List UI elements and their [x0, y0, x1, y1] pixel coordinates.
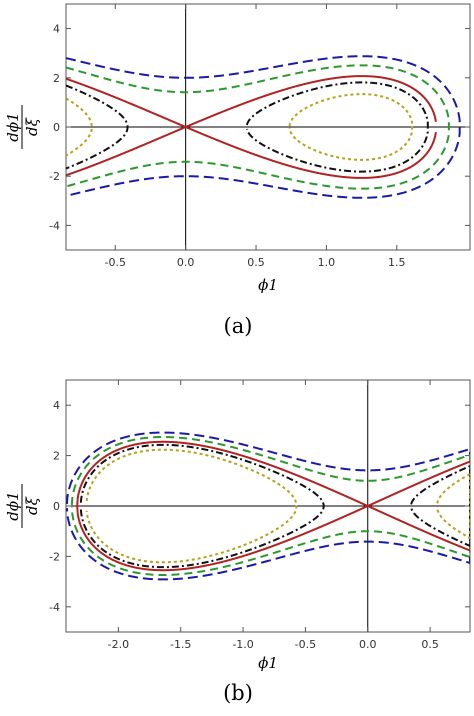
series-line: [66, 84, 129, 170]
x-tick-label: -0.5: [105, 256, 126, 269]
series-line: [76, 505, 470, 572]
series-line: [70, 436, 470, 576]
y-axis-label: dϕ1 dξ: [4, 105, 41, 149]
x-tick-label: 1.5: [388, 256, 406, 269]
x-tick-label: 0.5: [247, 256, 265, 269]
x-tick-label: -1.0: [232, 638, 253, 651]
panel-caption: (b): [223, 681, 253, 705]
series-line: [66, 431, 470, 581]
series-line: [288, 93, 414, 161]
series-line: [76, 440, 470, 507]
series-line: [66, 75, 437, 128]
series-line: [79, 443, 325, 569]
y-tick-label: -4: [49, 601, 60, 614]
panel-caption: (a): [224, 314, 253, 338]
y-axis-label-denominator: dξ: [23, 496, 41, 515]
x-tick-label: 0.0: [359, 638, 377, 651]
x-axis-label: ϕ1: [258, 276, 278, 294]
panel-b: -2.0 -1.5 -1.0 -0.5 0.0 0.5 -4 -2 0 2 4 ϕ1 dϕ1 dξ (b): [4, 379, 471, 705]
series-line: [66, 126, 437, 179]
y-tick-label: 4: [53, 23, 60, 36]
x-tick-label: 0.0: [177, 256, 195, 269]
series-line: [85, 448, 298, 564]
curves: [66, 431, 470, 581]
panel-a: -0.5 0.0 0.5 1.0 1.5 -4 -2 0 2 4 ϕ1 dϕ1 dξ (a): [4, 3, 471, 338]
y-tick-label: 0: [53, 500, 60, 513]
x-tick-label: 0.5: [421, 638, 439, 651]
y-axis-label-numerator: dϕ1: [4, 491, 22, 520]
series-line: [436, 473, 470, 539]
y-tick-label: -2: [49, 170, 60, 183]
x-tick-label: -2.0: [108, 638, 129, 651]
x-tick-label: 1.0: [318, 256, 336, 269]
y-tick-label: -2: [49, 550, 60, 563]
y-tick-label: 2: [53, 450, 60, 463]
y-tick-label: 0: [53, 121, 60, 134]
y-axis-label-denominator: dξ: [23, 117, 41, 136]
y-tick-label: 2: [53, 72, 60, 85]
series-line: [410, 465, 470, 547]
y-axis-label-numerator: dϕ1: [4, 112, 22, 141]
curves: [66, 55, 461, 199]
x-tick-label: -1.5: [170, 638, 191, 651]
series-line: [66, 55, 461, 199]
series-line: [66, 64, 450, 190]
y-tick-label: -4: [49, 219, 60, 232]
x-axis-label: ϕ1: [258, 654, 278, 672]
y-axis-label: dϕ1 dξ: [4, 484, 41, 528]
y-tick-label: 4: [53, 399, 60, 412]
x-tick-label: -0.5: [295, 638, 316, 651]
series-line: [245, 81, 429, 173]
